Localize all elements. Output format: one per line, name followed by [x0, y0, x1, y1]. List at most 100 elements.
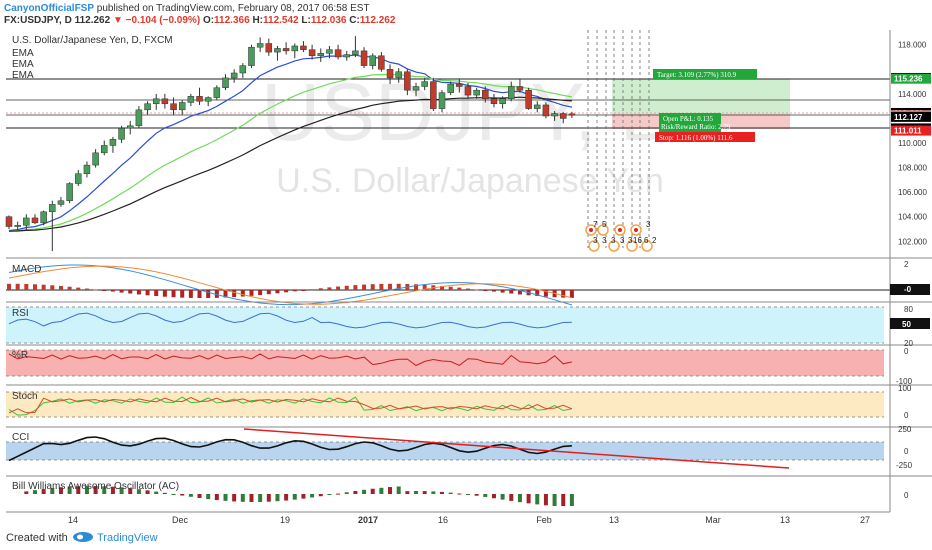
macd-hist-bar-0 — [7, 283, 11, 290]
candle-body-41 — [360, 50, 368, 66]
macd-hist-bar-48 — [422, 284, 427, 290]
macd-hist-bar-50 — [440, 285, 444, 290]
wr-title: %R — [12, 350, 28, 361]
tradingview-brand-link[interactable]: TradingView — [97, 532, 158, 544]
candle-body-19 — [170, 103, 177, 111]
ac-bar-64 — [561, 494, 566, 506]
last-price: 112.262 — [74, 15, 111, 26]
ema-legend-2[interactable]: EMA — [12, 59, 34, 70]
ac-bar-34 — [301, 494, 306, 499]
ac-bar-8 — [76, 486, 81, 494]
ac-bar-61 — [535, 494, 540, 505]
candle-body-54 — [473, 89, 480, 96]
author-link[interactable]: CanyonOfficialFSP — [4, 3, 95, 14]
ema-legend-3[interactable]: EMA — [12, 70, 34, 81]
target-label-box[interactable] — [653, 69, 757, 79]
macd-hist-bar-12 — [110, 290, 115, 292]
macd-hist-bar-45 — [396, 283, 401, 290]
rsi-value-box — [890, 318, 930, 329]
candle-body-50 — [438, 92, 446, 109]
macd-hist-bar-31 — [275, 290, 280, 294]
candle-body-49 — [430, 81, 437, 109]
cci-trendline[interactable] — [243, 428, 790, 469]
macd-hist-bar-41 — [362, 284, 367, 290]
candle-body-48 — [421, 81, 428, 87]
svg-text:2: 2 — [904, 260, 909, 269]
price-tick-3: 108.000 — [898, 164, 927, 173]
macd-hist-bar-5 — [50, 285, 55, 290]
candle-body-30 — [265, 43, 273, 53]
time-tick-5: Feb — [536, 515, 552, 524]
ema-fast-line — [8, 54, 573, 232]
macd-hist-bar-37 — [327, 287, 332, 290]
candle-body-34 — [300, 45, 307, 50]
candle-body-53 — [464, 86, 472, 96]
macd-hist-bar-26 — [232, 290, 237, 298]
svg-text:0: 0 — [904, 491, 909, 500]
macd-hist-bar-35 — [310, 289, 315, 291]
ac-bar-50 — [440, 491, 444, 494]
ac-bar-56 — [491, 494, 496, 499]
macd-pane[interactable]: MACD — [6, 264, 890, 306]
ac-bar-45 — [396, 486, 401, 494]
ac-pane[interactable]: Bill Williams Awesome Oscillator (AC) — [12, 481, 574, 506]
macd-hist-bar-25 — [223, 290, 228, 298]
macd-hist-bar-11 — [102, 290, 107, 291]
candle-body-45 — [395, 71, 402, 79]
ac-bar-15 — [136, 489, 141, 494]
stop-label: Stop: 1.116 (1.00%) 111.6 — [659, 134, 733, 142]
price-tick-1: 104.000 — [898, 213, 927, 222]
ac-bar-41 — [362, 489, 367, 494]
macd-hist-bar-22 — [197, 290, 202, 298]
ac-bar-37 — [327, 494, 332, 495]
publish-line: CanyonOfficialFSP published on TradingVi… — [4, 3, 370, 14]
rsi-pane[interactable]: RSI — [6, 306, 884, 344]
ac-bar-47 — [414, 491, 419, 494]
chart-canvas[interactable]: USDJPY, D U.S. Dollar/Japanese Yen U.S. … — [0, 28, 932, 524]
ac-bar-21 — [188, 494, 193, 497]
ac-bar-36 — [318, 494, 323, 497]
stoch-pane[interactable]: Stoch — [6, 391, 884, 418]
macd-hist-bar-54 — [474, 289, 479, 291]
svg-text:80: 80 — [904, 305, 913, 314]
cci-pane[interactable]: CCI — [6, 428, 884, 469]
macd-hist-bar-58 — [509, 290, 514, 294]
rsi-title: RSI — [12, 308, 29, 319]
price-tick-2: 106.000 — [898, 188, 927, 197]
ac-bar-10 — [93, 486, 98, 494]
ac-bar-7 — [67, 486, 72, 494]
time-tick-8: 13 — [780, 515, 790, 524]
price-pane[interactable] — [6, 30, 890, 256]
ac-bar-3 — [32, 490, 37, 494]
ema-legend-1[interactable]: EMA — [12, 48, 34, 59]
ac-bar-24 — [214, 494, 219, 501]
created-with-label: Created with — [6, 532, 68, 544]
ac-bar-62 — [543, 494, 548, 506]
macd-hist-bar-47 — [414, 284, 419, 290]
tradingview-logo-icon[interactable] — [72, 531, 94, 543]
time-axis[interactable]: 14 Dec 19 2017 16 Feb 13 Mar 13 27 — [68, 515, 870, 524]
ac-bar-33 — [292, 494, 297, 500]
macd-hist-bar-21 — [188, 290, 193, 298]
candle-body-4 — [40, 211, 47, 224]
ac-bar-55 — [483, 494, 488, 497]
high-label: H: — [252, 15, 263, 26]
macd-hist-bar-10 — [93, 289, 98, 291]
candle-body-35 — [308, 49, 316, 57]
svg-text:-250: -250 — [896, 461, 913, 470]
open-value: 112.366 — [214, 15, 250, 26]
event-lines — [587, 30, 650, 248]
macd-hist-bar-52 — [457, 287, 462, 290]
pnl-box[interactable] — [659, 113, 721, 132]
macd-hist-bar-3 — [32, 284, 37, 290]
candle-body-65 — [568, 113, 576, 116]
event-markers[interactable] — [585, 224, 653, 252]
candle-body-22 — [196, 96, 203, 102]
price-label-6: 111.011 — [894, 127, 922, 136]
indicator-axis: 2 80 20 0 -100 100 0 250 0 -250 0 — [896, 260, 913, 500]
williams-r-pane[interactable]: %R — [6, 349, 884, 377]
macd-title: MACD — [12, 264, 41, 275]
price-axis[interactable]: 102.000 104.000 106.000 108.000 110.000 114.0… — [891, 41, 931, 247]
pane-title: U.S. Dollar/Japanese Yen, D, FXCM — [12, 35, 173, 46]
stop-label-box[interactable] — [655, 132, 755, 142]
